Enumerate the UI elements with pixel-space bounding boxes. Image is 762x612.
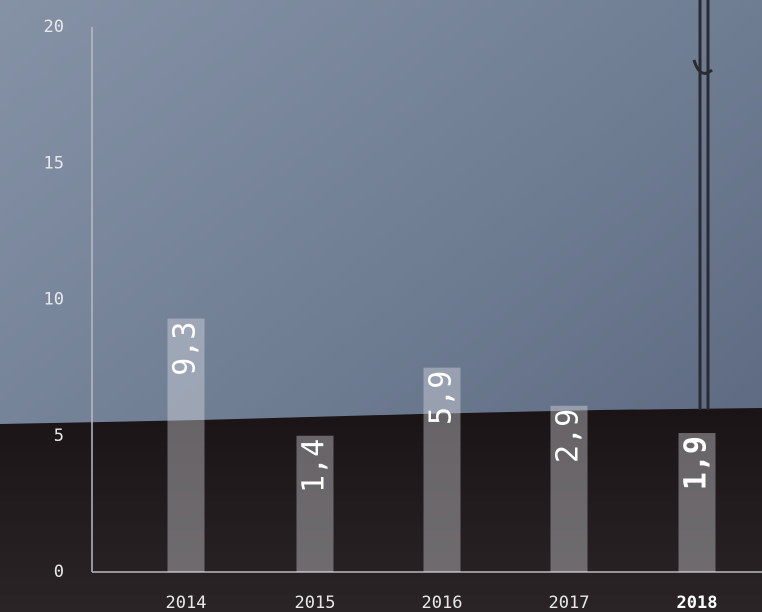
bar-label: 1,4 [297, 439, 332, 493]
bar-label: 1,9 [679, 436, 714, 490]
x-tick-label: 2015 [295, 593, 336, 612]
y-tick-label: 15 [44, 153, 64, 173]
background-chain [692, 0, 713, 410]
x-tick-label: 2018 [677, 593, 718, 612]
bar-label: 5,9 [424, 371, 459, 425]
bar-label: 2,9 [551, 409, 586, 463]
bar [550, 405, 588, 572]
x-tick-label: 2016 [422, 593, 463, 612]
background-ground [0, 408, 762, 612]
y-tick-label: 20 [44, 17, 64, 37]
bar [167, 318, 205, 572]
plot: 0 5 10 15 20 9,3 2014 1,4 2015 5,9 2016 2,9 2017 1,9 2… [44, 17, 762, 612]
bar-label: 9,3 [168, 322, 203, 376]
x-tick-label: 2014 [166, 593, 207, 612]
bar [296, 435, 334, 572]
x-tick-label: 2017 [549, 593, 590, 612]
y-tick-label: 0 [54, 562, 64, 582]
bar [678, 433, 716, 572]
y-tick-label: 10 [44, 290, 64, 310]
bar [423, 367, 461, 572]
y-tick-label: 5 [54, 426, 64, 446]
